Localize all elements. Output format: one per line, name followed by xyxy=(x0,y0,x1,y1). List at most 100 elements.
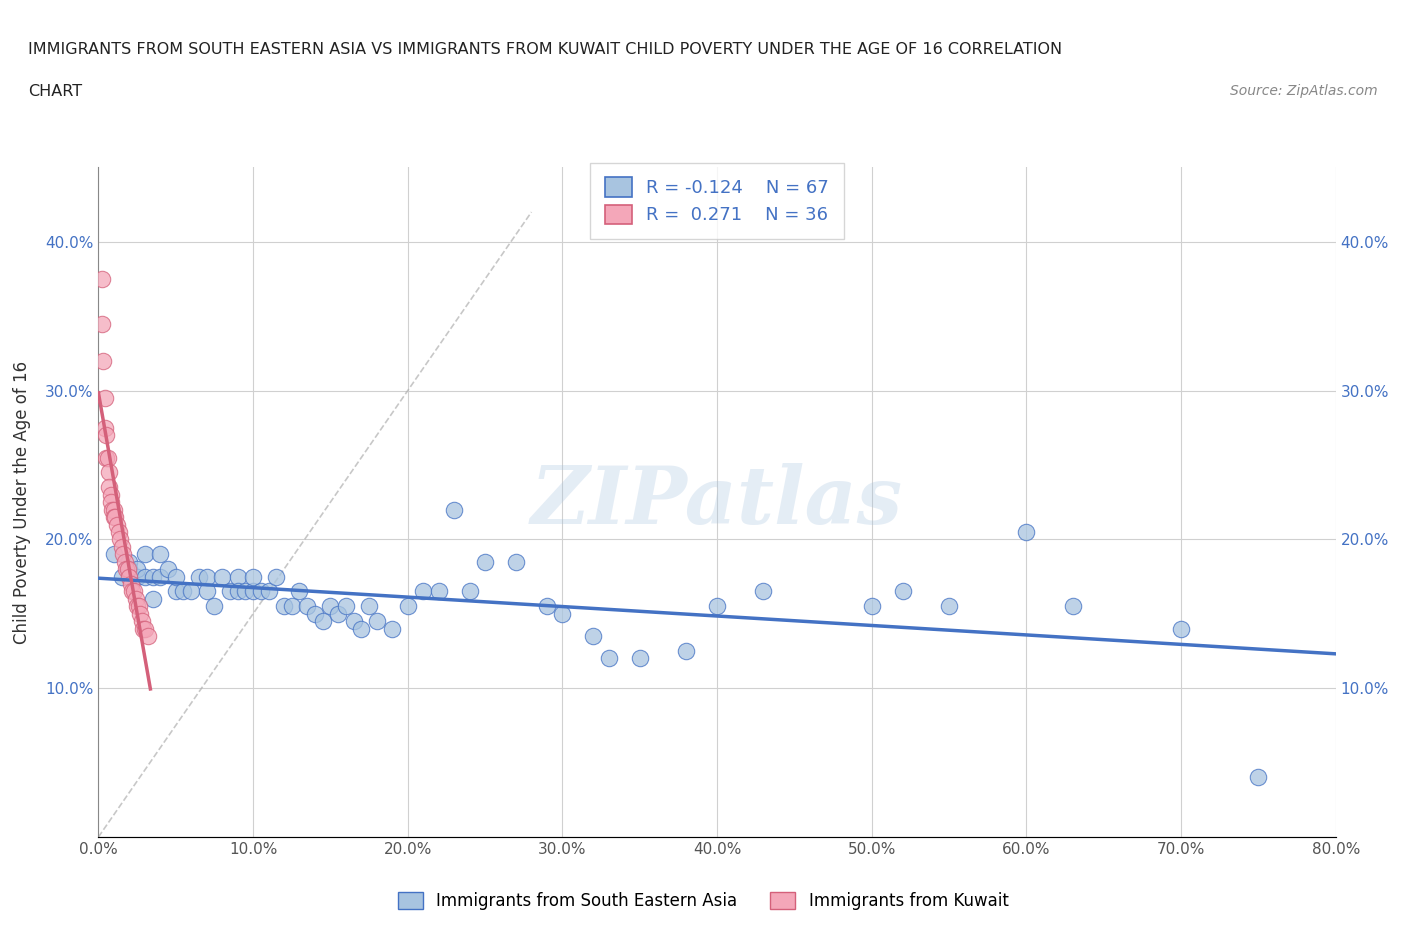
Point xyxy=(366,614,388,629)
Point xyxy=(297,599,319,614)
Point xyxy=(326,606,350,621)
Text: Source: ZipAtlas.com: Source: ZipAtlas.com xyxy=(1230,84,1378,98)
Point xyxy=(90,272,112,286)
Point xyxy=(108,532,131,547)
Point xyxy=(204,599,226,614)
Point xyxy=(131,614,153,629)
Point xyxy=(1062,599,1084,614)
Point xyxy=(103,502,125,517)
Point xyxy=(129,606,152,621)
Point xyxy=(427,584,450,599)
Point xyxy=(211,569,233,584)
Point xyxy=(357,599,380,614)
Point xyxy=(350,621,373,636)
Point xyxy=(100,487,122,502)
Point xyxy=(219,584,242,599)
Point xyxy=(474,554,496,569)
Point xyxy=(142,569,165,584)
Point xyxy=(860,599,883,614)
Point xyxy=(312,614,335,629)
Point xyxy=(180,584,202,599)
Point xyxy=(149,547,172,562)
Point xyxy=(97,450,120,465)
Point xyxy=(132,621,155,636)
Point xyxy=(118,554,141,569)
Point xyxy=(319,599,342,614)
Point xyxy=(266,569,288,584)
Point xyxy=(165,584,187,599)
Y-axis label: Child Poverty Under the Age of 16: Child Poverty Under the Age of 16 xyxy=(13,361,31,644)
Point xyxy=(628,651,651,666)
Point xyxy=(101,502,124,517)
Point xyxy=(458,584,481,599)
Point xyxy=(90,316,112,331)
Point xyxy=(100,495,122,510)
Point xyxy=(128,599,150,614)
Point xyxy=(107,525,129,539)
Point xyxy=(381,621,404,636)
Point xyxy=(273,599,295,614)
Point xyxy=(134,621,156,636)
Point xyxy=(752,584,775,599)
Legend: Immigrants from South Eastern Asia, Immigrants from Kuwait: Immigrants from South Eastern Asia, Immi… xyxy=(391,885,1015,917)
Point xyxy=(335,599,357,614)
Point xyxy=(117,562,139,577)
Point xyxy=(111,569,134,584)
Text: IMMIGRANTS FROM SOUTH EASTERN ASIA VS IMMIGRANTS FROM KUWAIT CHILD POVERTY UNDER: IMMIGRANTS FROM SOUTH EASTERN ASIA VS IM… xyxy=(28,42,1063,57)
Point xyxy=(118,562,141,577)
Point xyxy=(551,606,574,621)
Point xyxy=(598,651,620,666)
Point xyxy=(98,465,121,480)
Point xyxy=(114,554,136,569)
Point xyxy=(103,510,125,525)
Point xyxy=(96,450,118,465)
Point xyxy=(288,584,311,599)
Point xyxy=(165,569,187,584)
Point xyxy=(149,569,172,584)
Text: CHART: CHART xyxy=(28,84,82,99)
Point xyxy=(118,569,141,584)
Point xyxy=(396,599,419,614)
Point xyxy=(582,629,605,644)
Point xyxy=(115,562,138,577)
Point xyxy=(134,547,156,562)
Point xyxy=(195,569,218,584)
Point xyxy=(157,562,180,577)
Point xyxy=(127,569,149,584)
Point xyxy=(173,584,195,599)
Point xyxy=(226,569,249,584)
Point xyxy=(111,539,134,554)
Point xyxy=(122,584,145,599)
Point xyxy=(1247,770,1270,785)
Point xyxy=(242,584,264,599)
Point xyxy=(142,591,165,606)
Point xyxy=(304,606,326,621)
Point xyxy=(127,599,149,614)
Point xyxy=(706,599,728,614)
Point xyxy=(136,629,159,644)
Point xyxy=(104,510,127,525)
Point xyxy=(536,599,558,614)
Point xyxy=(1170,621,1192,636)
Point xyxy=(98,480,121,495)
Point xyxy=(443,502,465,517)
Text: ZIPatlas: ZIPatlas xyxy=(531,463,903,541)
Point xyxy=(112,547,135,562)
Point xyxy=(242,569,264,584)
Point xyxy=(250,584,273,599)
Point xyxy=(675,644,697,658)
Point xyxy=(1015,525,1038,539)
Point xyxy=(134,569,156,584)
Point xyxy=(891,584,914,599)
Point xyxy=(93,420,115,435)
Point xyxy=(235,584,257,599)
Point xyxy=(343,614,366,629)
Legend: R = -0.124    N = 67, R =  0.271    N = 36: R = -0.124 N = 67, R = 0.271 N = 36 xyxy=(591,163,844,239)
Point xyxy=(105,517,128,532)
Point xyxy=(124,591,146,606)
Point xyxy=(93,391,115,405)
Point xyxy=(226,584,249,599)
Point xyxy=(505,554,527,569)
Point xyxy=(195,584,218,599)
Point xyxy=(257,584,280,599)
